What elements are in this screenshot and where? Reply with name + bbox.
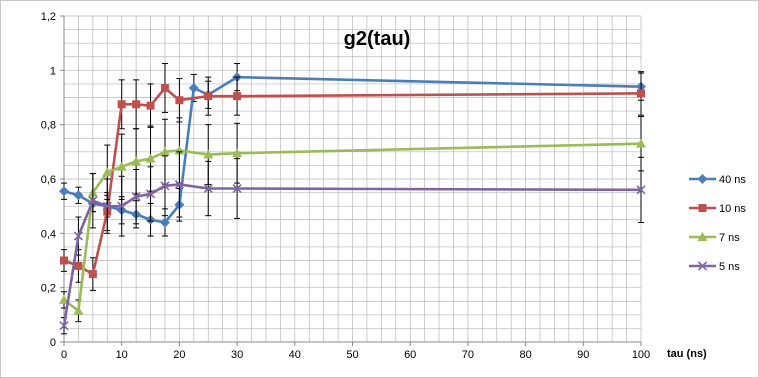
- data-point: [145, 189, 156, 199]
- data-point: [59, 294, 69, 304]
- data-point: [131, 156, 142, 166]
- data-point: [132, 100, 141, 109]
- data-point: [637, 89, 645, 98]
- legend-label: 10 ns: [719, 203, 746, 215]
- y-tick-label: 0,8: [41, 120, 56, 132]
- y-tick-label: 0,6: [41, 174, 56, 186]
- legend: 40 ns 10 ns 7 ns 5 ns: [689, 174, 746, 273]
- data-point: [233, 92, 242, 101]
- marker-stroke: [697, 261, 708, 271]
- data-point: [131, 192, 141, 202]
- axes: 0 0,2 0,4 0,6 0,8 1 1,2 0 10 20 30 40 50 60 70 80 90 100: [41, 11, 650, 361]
- data-point: [73, 190, 84, 201]
- data-point: [102, 167, 113, 177]
- legend-label: 40 ns: [719, 174, 746, 186]
- y-tick-label: 0,4: [41, 228, 56, 240]
- legend-item-5-ns: 5 ns: [689, 261, 740, 273]
- data-point: [74, 261, 83, 270]
- x-tick-label: 100: [632, 349, 650, 361]
- x-tick-label: 40: [289, 349, 301, 361]
- marker-stroke: [203, 183, 213, 194]
- data-point: [59, 321, 69, 331]
- y-tick-label: 1: [50, 65, 56, 77]
- data-point: [232, 148, 243, 158]
- marker-stroke: [73, 231, 83, 241]
- marker-stroke: [232, 183, 242, 194]
- legend-label: 5 ns: [719, 261, 740, 273]
- data-point: [159, 217, 170, 228]
- data-point: [160, 181, 170, 191]
- series-line: [62, 183, 642, 326]
- marker-stroke: [88, 196, 98, 206]
- data-point: [88, 196, 98, 206]
- data-point: [174, 179, 184, 189]
- y-tick-label: 1,2: [41, 11, 56, 23]
- data-point: [116, 161, 127, 171]
- legend-item-10-ns: 10 ns: [689, 203, 746, 215]
- x-axis-title: tau (ns): [667, 348, 707, 360]
- data-point: [159, 146, 170, 156]
- marker-stroke: [59, 321, 69, 331]
- legend-marker: [698, 204, 707, 212]
- marker-stroke: [117, 201, 127, 211]
- x-tick-label: 30: [231, 349, 243, 361]
- y-tick-label: 0: [50, 337, 56, 349]
- data-point: [232, 183, 242, 194]
- data-point: [188, 82, 199, 93]
- data-point: [636, 185, 646, 195]
- marker-stroke: [131, 192, 141, 202]
- marker-stroke: [145, 189, 156, 199]
- x-tick-label: 90: [577, 349, 589, 361]
- x-tick-label: 20: [173, 349, 185, 361]
- series-5-ns: [59, 151, 646, 335]
- chart-title: g2(tau): [344, 28, 411, 50]
- x-tick-label: 80: [519, 349, 531, 361]
- data-point: [117, 201, 127, 211]
- legend-marker: [697, 232, 708, 241]
- data-point: [73, 231, 83, 241]
- legend-marker: [697, 261, 708, 271]
- legend-marker: [697, 174, 708, 184]
- legend-item-7-ns: 7 ns: [689, 232, 740, 244]
- data-point: [175, 96, 184, 105]
- series-group: [59, 63, 646, 335]
- x-tick-label: 60: [404, 349, 416, 361]
- x-tick-label: 50: [346, 349, 358, 361]
- data-point: [145, 153, 156, 163]
- marker-stroke: [102, 201, 112, 211]
- legend-label: 7 ns: [719, 232, 740, 244]
- x-tick-label: 0: [61, 349, 67, 361]
- data-point: [73, 305, 84, 315]
- data-point: [59, 186, 69, 197]
- x-tick-label: 10: [116, 349, 128, 361]
- data-point: [117, 100, 126, 109]
- data-point: [88, 270, 97, 279]
- series-line: [63, 142, 642, 313]
- data-point: [160, 83, 169, 92]
- marker-stroke: [160, 181, 170, 191]
- marker-stroke: [174, 179, 184, 189]
- data-point: [204, 92, 213, 101]
- data-point: [636, 138, 646, 148]
- data-point: [102, 201, 112, 211]
- marker-stroke: [636, 185, 646, 195]
- legend-item-40-ns: 40 ns: [689, 174, 746, 186]
- data-point: [203, 149, 214, 159]
- data-point: [60, 256, 68, 265]
- data-point: [146, 101, 155, 110]
- x-tick-label: 70: [462, 349, 474, 361]
- data-point: [203, 183, 213, 194]
- y-tick-label: 0,2: [41, 283, 56, 295]
